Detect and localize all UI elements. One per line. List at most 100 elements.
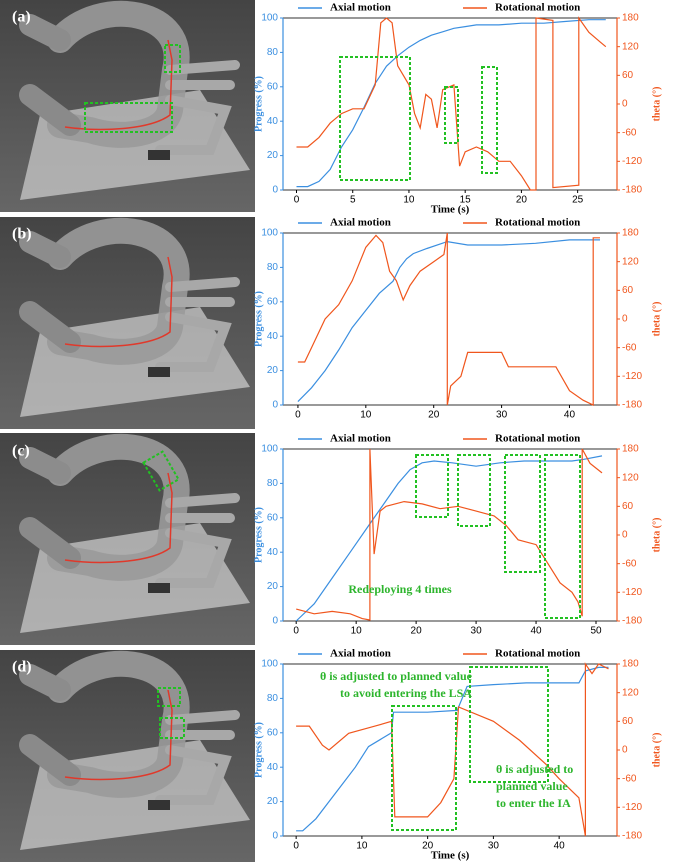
y-tick-label: 60	[267, 727, 279, 738]
legend-label: Axial motion	[330, 433, 391, 445]
y2-axis-label: theta (°)	[651, 302, 662, 337]
x-tick-label: 10	[351, 626, 363, 637]
y2-tick-label: 180	[622, 444, 639, 455]
y-tick-label: 100	[261, 228, 278, 239]
y-tick-label: 100	[261, 659, 278, 670]
y2-tick-label: -120	[622, 802, 642, 813]
panel-label: (b)	[12, 226, 32, 243]
y-tick-label: 0	[272, 185, 278, 196]
legend-label: Rotational motion	[495, 433, 580, 445]
x-tick-label: 40	[530, 626, 542, 637]
y2-tick-label: -60	[622, 342, 637, 353]
y2-tick-label: -180	[622, 616, 642, 627]
x-tick-label: 20	[516, 195, 528, 206]
x-tick-label: 40	[554, 841, 566, 852]
y-tick-label: 20	[267, 150, 279, 161]
y-tick-label: 80	[267, 478, 279, 489]
y-axis-label: Progress (%)	[253, 76, 264, 132]
y2-tick-label: -60	[622, 773, 637, 784]
x-tick-label: 0	[293, 841, 299, 852]
x-tick-label: 5	[350, 195, 356, 206]
page: (a) (b) (c) (d) 0510152025020406080100-1…	[0, 0, 677, 863]
x-tick-label: 0	[293, 626, 299, 637]
x-tick-label: 20	[411, 626, 423, 637]
x-tick-label: 10	[356, 841, 368, 852]
y2-tick-label: -60	[622, 127, 637, 138]
y-tick-label: 40	[267, 547, 279, 558]
y-tick-label: 40	[267, 762, 279, 773]
y-tick-label: 20	[267, 365, 279, 376]
y2-tick-label: -60	[622, 558, 637, 569]
y-axis-label: Progress (%)	[253, 722, 264, 778]
y2-tick-label: 60	[622, 285, 634, 296]
render-image	[0, 433, 255, 645]
y2-axis-label: theta (°)	[651, 87, 662, 122]
y-tick-label: 100	[261, 444, 278, 455]
legend-label: Axial motion	[330, 648, 391, 660]
x-axis-label: Time (s)	[431, 204, 470, 216]
x-tick-label: 50	[590, 626, 602, 637]
render-image	[0, 0, 255, 212]
y2-tick-label: 0	[622, 314, 628, 325]
annotation: Redeploying 4 times	[348, 582, 452, 596]
x-tick-label: 30	[496, 410, 508, 421]
x-tick-label: 0	[294, 195, 300, 206]
render-image	[0, 650, 255, 862]
annotation: θ is adjusted to planned value	[320, 669, 473, 683]
x-tick-label: 30	[471, 626, 483, 637]
x-tick-label: 20	[428, 410, 440, 421]
y-tick-label: 60	[267, 81, 279, 92]
x-tick-label: 25	[572, 195, 584, 206]
y-tick-label: 40	[267, 116, 279, 127]
x-tick-label: 10	[360, 410, 372, 421]
y-axis-label: Progress (%)	[253, 291, 264, 347]
y2-tick-label: 0	[622, 745, 628, 756]
y-tick-label: 80	[267, 693, 279, 704]
plot-frame	[283, 233, 617, 405]
annotation: planned value	[496, 779, 568, 793]
x-tick-label: 10	[403, 195, 415, 206]
y2-tick-label: 180	[622, 228, 639, 239]
y-axis-label: Progress (%)	[253, 507, 264, 563]
y2-tick-label: -120	[622, 587, 642, 598]
y-tick-label: 0	[272, 616, 278, 627]
y2-tick-label: -180	[622, 185, 642, 196]
y2-tick-label: -180	[622, 831, 642, 842]
y2-axis-label: theta (°)	[651, 518, 662, 553]
y2-tick-label: 180	[622, 659, 639, 670]
legend-label: Axial motion	[330, 217, 391, 229]
figure: (a) (b) (c) (d) 0510152025020406080100-1…	[0, 0, 677, 863]
y2-tick-label: 120	[622, 472, 639, 483]
y-tick-label: 20	[267, 796, 279, 807]
x-tick-label: 0	[295, 410, 301, 421]
legend-label: Axial motion	[330, 2, 391, 14]
y2-tick-label: 60	[622, 501, 634, 512]
y-tick-label: 60	[267, 296, 279, 307]
legend-label: Rotational motion	[495, 648, 580, 660]
legend-label: Rotational motion	[495, 2, 580, 14]
y2-axis-label: theta (°)	[651, 733, 662, 768]
y2-tick-label: -120	[622, 156, 642, 167]
y-tick-label: 80	[267, 262, 279, 273]
x-tick-label: 30	[488, 841, 500, 852]
panel-label: (a)	[12, 9, 31, 26]
y2-tick-label: 60	[622, 70, 634, 81]
render-image	[0, 217, 255, 429]
x-axis-label: Time (s)	[431, 850, 470, 862]
y-tick-label: 20	[267, 581, 279, 592]
y2-tick-label: 120	[622, 256, 639, 267]
panel-label: (d)	[12, 659, 32, 676]
y2-tick-label: 120	[622, 41, 639, 52]
annotation: θ is adjusted to	[496, 762, 573, 776]
y2-tick-label: 120	[622, 687, 639, 698]
y2-tick-label: 180	[622, 13, 639, 24]
y-tick-label: 60	[267, 512, 279, 523]
y2-tick-label: 0	[622, 530, 628, 541]
x-tick-label: 40	[564, 410, 576, 421]
y-tick-label: 100	[261, 13, 278, 24]
y-tick-label: 0	[272, 400, 278, 411]
y-tick-label: 40	[267, 331, 279, 342]
y-tick-label: 80	[267, 47, 279, 58]
y-tick-label: 0	[272, 831, 278, 842]
y2-tick-label: 60	[622, 716, 634, 727]
